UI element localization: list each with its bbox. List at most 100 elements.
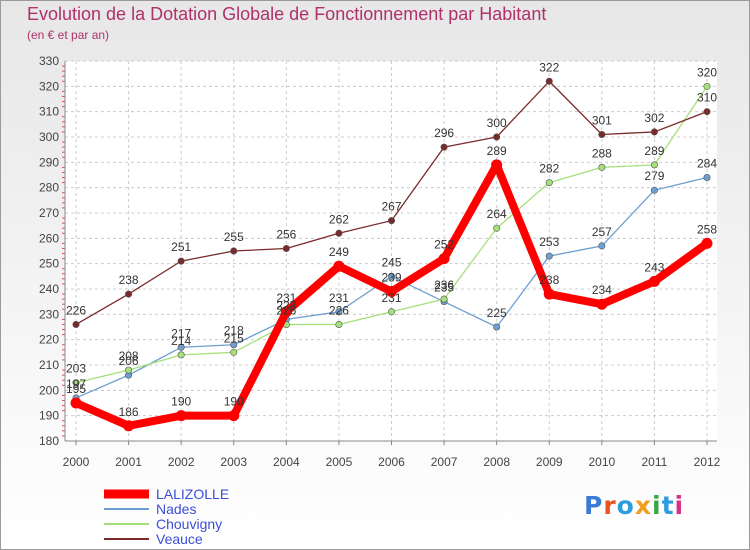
x-tick-label: 2009 bbox=[536, 455, 563, 469]
data-point bbox=[70, 397, 82, 409]
legend-label: LALIZOLLE bbox=[156, 486, 229, 502]
data-label: 218 bbox=[224, 324, 244, 338]
data-label: 288 bbox=[592, 146, 612, 160]
data-label: 243 bbox=[644, 260, 664, 274]
data-label: 267 bbox=[381, 200, 401, 214]
data-label: 282 bbox=[539, 162, 559, 176]
data-label: 310 bbox=[697, 91, 717, 105]
data-label: 289 bbox=[644, 144, 664, 158]
data-label: 231 bbox=[329, 291, 349, 305]
data-label: 238 bbox=[119, 273, 139, 287]
data-label: 255 bbox=[224, 230, 244, 244]
data-point bbox=[335, 229, 343, 237]
data-point bbox=[650, 186, 658, 194]
chart-title: Evolution de la Dotation Globale de Fonc… bbox=[27, 4, 547, 24]
data-label: 279 bbox=[644, 169, 664, 183]
data-label: 228 bbox=[276, 298, 296, 312]
data-point bbox=[335, 308, 343, 316]
data-label: 236 bbox=[434, 278, 454, 292]
data-point bbox=[125, 290, 133, 298]
data-point bbox=[703, 108, 711, 116]
y-tick-label: 230 bbox=[39, 307, 59, 321]
data-point bbox=[440, 295, 448, 303]
data-point bbox=[230, 348, 238, 356]
data-label: 289 bbox=[487, 144, 507, 158]
data-label: 203 bbox=[66, 362, 86, 376]
data-point bbox=[596, 298, 608, 310]
data-point bbox=[545, 77, 553, 85]
series-layer bbox=[70, 77, 713, 432]
data-label: 231 bbox=[276, 291, 296, 305]
x-tick-label: 2006 bbox=[378, 455, 405, 469]
data-point bbox=[282, 244, 290, 252]
data-point bbox=[491, 159, 503, 171]
data-point bbox=[125, 366, 133, 374]
data-label: 226 bbox=[329, 303, 349, 317]
x-tick-label: 2005 bbox=[326, 455, 353, 469]
data-label: 257 bbox=[592, 225, 612, 239]
y-tick-label: 190 bbox=[39, 409, 59, 423]
x-tick-label: 2004 bbox=[273, 455, 300, 469]
x-tick-label: 2000 bbox=[63, 455, 90, 469]
data-point bbox=[703, 174, 711, 182]
x-tick-label: 2001 bbox=[115, 455, 142, 469]
x-tick-label: 2007 bbox=[431, 455, 458, 469]
data-point bbox=[387, 308, 395, 316]
data-point bbox=[387, 272, 395, 280]
data-label: 214 bbox=[171, 334, 191, 348]
data-point bbox=[177, 257, 185, 265]
data-label: 206 bbox=[119, 354, 139, 368]
data-label: 226 bbox=[276, 303, 296, 317]
data-point bbox=[701, 237, 713, 249]
data-point bbox=[177, 343, 185, 351]
y-tick-label: 180 bbox=[39, 434, 59, 448]
data-label: 264 bbox=[487, 207, 507, 221]
data-label: 253 bbox=[539, 235, 559, 249]
y-tick-label: 200 bbox=[39, 383, 59, 397]
data-label: 252 bbox=[434, 238, 454, 252]
data-point bbox=[386, 286, 397, 298]
y-tick-label: 250 bbox=[39, 257, 59, 271]
y-tick-label: 300 bbox=[39, 130, 59, 144]
data-point bbox=[650, 128, 658, 136]
data-point bbox=[177, 351, 185, 359]
chart-subtitle: (en € et par an) bbox=[27, 28, 110, 42]
data-label: 251 bbox=[171, 240, 191, 254]
y-tick-label: 240 bbox=[39, 282, 59, 296]
y-tick-label: 310 bbox=[39, 105, 59, 119]
data-point bbox=[230, 341, 238, 349]
legend-label: Veauce bbox=[156, 531, 203, 547]
data-point bbox=[543, 288, 555, 300]
data-point bbox=[440, 143, 448, 151]
data-label: 190 bbox=[171, 395, 191, 409]
data-label: 245 bbox=[381, 255, 401, 269]
data-point bbox=[123, 420, 135, 432]
data-label: 239 bbox=[381, 271, 401, 285]
grid bbox=[65, 60, 717, 442]
data-point bbox=[545, 179, 553, 187]
data-label: 195 bbox=[66, 382, 86, 396]
plot-area bbox=[65, 61, 717, 441]
data-label: 208 bbox=[119, 349, 139, 363]
data-point bbox=[648, 275, 660, 287]
data-label: 215 bbox=[224, 331, 244, 345]
data-point bbox=[72, 379, 80, 387]
data-point bbox=[493, 133, 501, 141]
data-point bbox=[598, 163, 606, 171]
data-label: 234 bbox=[592, 283, 612, 297]
data-label: 197 bbox=[66, 377, 86, 391]
y-tick-label: 270 bbox=[39, 206, 59, 220]
data-label: 190 bbox=[224, 395, 244, 409]
data-label: 186 bbox=[119, 405, 139, 419]
data-label: 300 bbox=[487, 116, 507, 130]
data-point bbox=[493, 224, 501, 232]
y-tick-label: 280 bbox=[39, 181, 59, 195]
data-label: 284 bbox=[697, 157, 717, 171]
x-tick-label: 2002 bbox=[168, 455, 195, 469]
data-label: 256 bbox=[276, 227, 296, 241]
y-tick-label: 330 bbox=[39, 54, 59, 68]
